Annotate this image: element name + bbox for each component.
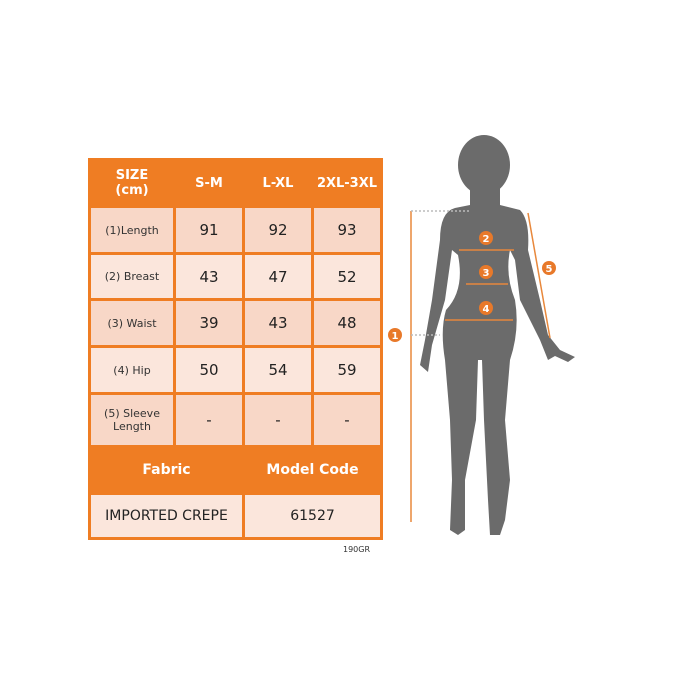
size-table: SIZE (cm) S-M L-XL 2XL-3XL (1)Length 91 92 9…: [88, 158, 383, 540]
size-header: SIZE (cm): [88, 158, 176, 208]
table-row: (5) Sleeve Length - - -: [88, 392, 383, 448]
row-label: (5) Sleeve Length: [88, 392, 176, 448]
col-header: L-XL: [242, 158, 314, 208]
table-row: (4) Hip 50 54 59: [88, 345, 383, 395]
cell: -: [173, 392, 245, 448]
row-label: (3) Waist: [88, 298, 176, 348]
cell: 47: [242, 252, 314, 301]
model-code-value: 61527: [242, 492, 383, 540]
marker-3-label: 3: [483, 268, 490, 279]
cell: 52: [311, 252, 383, 301]
silhouette: [420, 135, 575, 535]
cell: 39: [173, 298, 245, 348]
cell: 54: [242, 345, 314, 395]
marker-1: [388, 328, 402, 342]
markers: [388, 231, 556, 342]
cell: 48: [311, 298, 383, 348]
cell: -: [242, 392, 314, 448]
marker-4-label: 4: [483, 304, 490, 315]
marker-3: [479, 265, 493, 279]
weight-note: 190GR: [343, 545, 371, 554]
row-label: (4) Hip: [88, 345, 176, 395]
marker-2: [479, 231, 493, 245]
cell: 92: [242, 205, 314, 255]
marker-2-label: 2: [483, 234, 490, 245]
table-row: (2) Breast 43 47 52: [88, 252, 383, 301]
cell: 43: [173, 252, 245, 301]
col-header: 2XL-3XL: [311, 158, 383, 208]
marker-5-label: 5: [546, 264, 553, 275]
cell: 93: [311, 205, 383, 255]
row-label: (2) Breast: [88, 252, 176, 301]
marker-5: [542, 261, 556, 275]
cell: 43: [242, 298, 314, 348]
size-header-line1: SIZE: [115, 168, 149, 183]
size-header-line2: (cm): [115, 183, 149, 198]
table-row: (1)Length 91 92 93: [88, 205, 383, 255]
cell: 50: [173, 345, 245, 395]
col-header: S-M: [173, 158, 245, 208]
fabric-value: IMPORTED CREPE: [88, 492, 245, 540]
cell: -: [311, 392, 383, 448]
cell: 59: [311, 345, 383, 395]
row-label: (1)Length: [88, 205, 176, 255]
table-row: (3) Waist 39 43 48: [88, 298, 383, 348]
marker-1-label: 1: [392, 331, 399, 342]
measure-lines: [410, 210, 551, 522]
fabric-header: Fabric: [88, 445, 245, 495]
sleeve-arrow: [527, 212, 551, 339]
model-code-header: Model Code: [242, 445, 383, 495]
marker-4: [479, 301, 493, 315]
cell: 91: [173, 205, 245, 255]
